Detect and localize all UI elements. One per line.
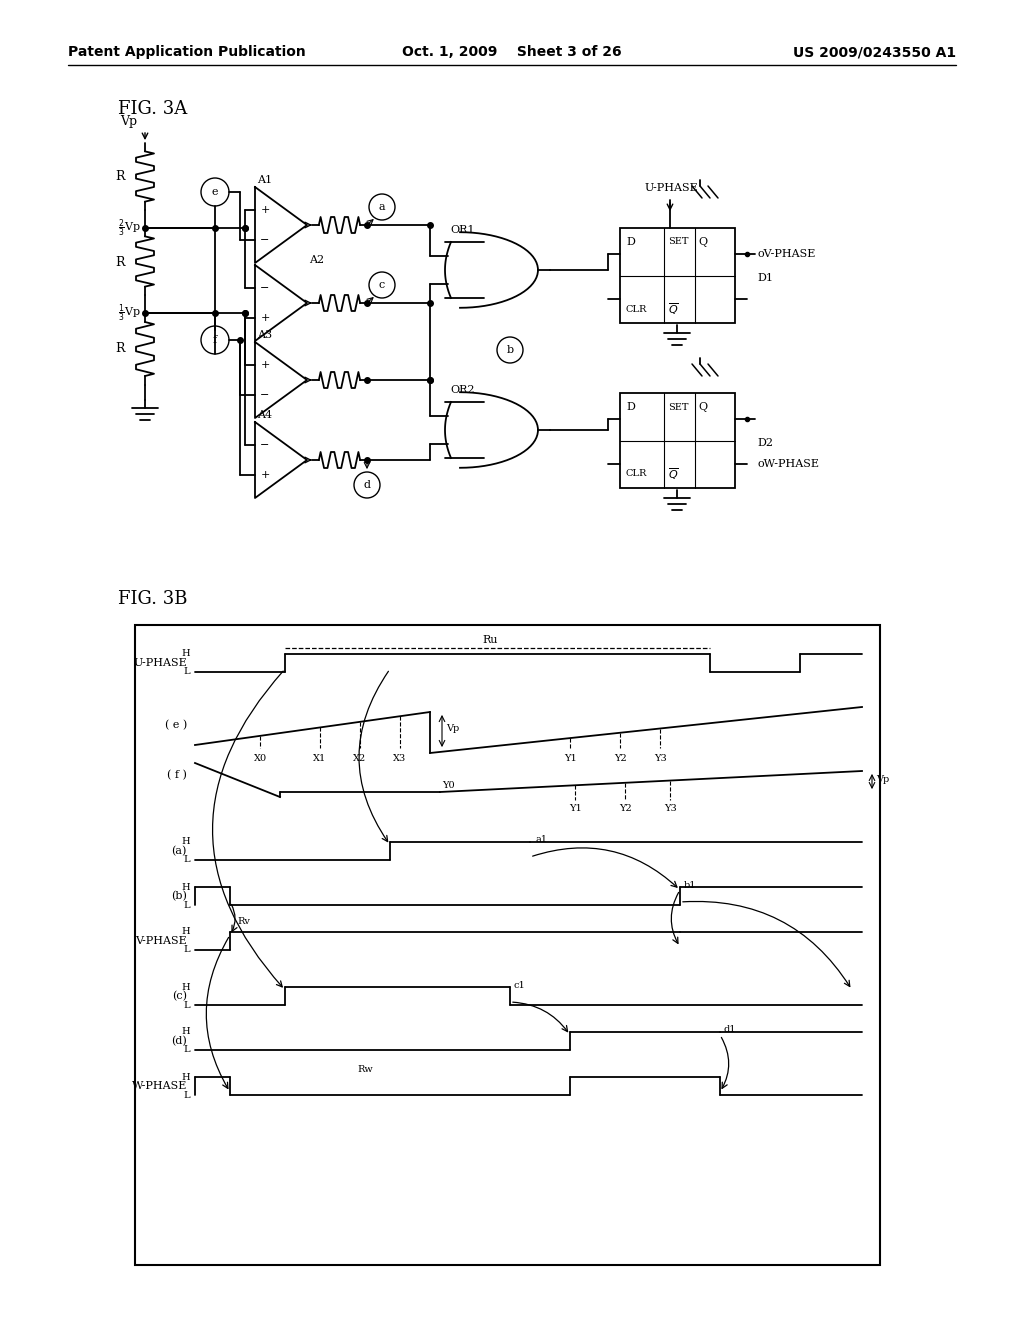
Text: Vp: Vp xyxy=(120,116,137,128)
Text: −: − xyxy=(260,440,269,450)
Text: +: + xyxy=(260,470,269,480)
Text: A4: A4 xyxy=(257,411,272,420)
Text: Y3: Y3 xyxy=(653,754,667,763)
Text: −: − xyxy=(260,282,269,293)
Text: L: L xyxy=(183,1001,190,1010)
Text: U-PHASE: U-PHASE xyxy=(645,183,698,193)
Text: X0: X0 xyxy=(253,754,266,763)
Text: Oct. 1, 2009    Sheet 3 of 26: Oct. 1, 2009 Sheet 3 of 26 xyxy=(402,45,622,59)
Text: a1: a1 xyxy=(535,836,547,845)
Text: e: e xyxy=(212,187,218,197)
Text: SET: SET xyxy=(668,403,688,412)
Text: SET: SET xyxy=(668,238,688,247)
Text: b1: b1 xyxy=(684,880,696,890)
Text: FIG. 3B: FIG. 3B xyxy=(118,590,187,609)
Text: U-PHASE: U-PHASE xyxy=(133,657,187,668)
Text: X2: X2 xyxy=(353,754,367,763)
Text: $\overline{Q}$: $\overline{Q}$ xyxy=(668,301,679,317)
Text: R: R xyxy=(116,342,125,355)
Text: Y0: Y0 xyxy=(442,781,455,791)
Text: D1: D1 xyxy=(757,273,773,284)
Text: H: H xyxy=(181,1027,190,1036)
Text: CLR: CLR xyxy=(626,305,647,314)
Text: a: a xyxy=(379,202,385,213)
Text: Rw: Rw xyxy=(357,1064,373,1073)
Text: Rv: Rv xyxy=(237,917,250,927)
Text: ( e ): ( e ) xyxy=(165,719,187,730)
Text: Patent Application Publication: Patent Application Publication xyxy=(68,45,306,59)
Text: c: c xyxy=(379,280,385,290)
Text: L: L xyxy=(183,1045,190,1055)
Text: Y3: Y3 xyxy=(664,804,677,813)
Text: H: H xyxy=(181,982,190,991)
Text: +: + xyxy=(260,205,269,215)
Text: X3: X3 xyxy=(393,754,407,763)
Text: −: − xyxy=(260,389,269,400)
Text: f: f xyxy=(213,335,217,345)
Text: H: H xyxy=(181,649,190,659)
Text: OR1: OR1 xyxy=(451,224,475,235)
Text: V-PHASE: V-PHASE xyxy=(135,936,187,946)
Text: A2: A2 xyxy=(309,255,325,265)
Bar xyxy=(135,624,880,1265)
Text: H: H xyxy=(181,928,190,936)
Text: $\overline{Q}$: $\overline{Q}$ xyxy=(668,466,679,482)
Text: L: L xyxy=(183,945,190,954)
Text: US 2009/0243550 A1: US 2009/0243550 A1 xyxy=(793,45,956,59)
Text: FIG. 3A: FIG. 3A xyxy=(118,100,187,117)
Text: A3: A3 xyxy=(257,330,272,341)
Text: Vp: Vp xyxy=(446,723,459,733)
Text: Vp: Vp xyxy=(876,776,889,784)
Text: Q: Q xyxy=(698,238,708,247)
Text: ( f ): ( f ) xyxy=(167,770,187,780)
Text: c1: c1 xyxy=(514,981,525,990)
Text: D: D xyxy=(626,238,635,247)
Text: $\frac{2}{3}$Vp: $\frac{2}{3}$Vp xyxy=(118,218,141,239)
Text: CLR: CLR xyxy=(626,470,647,479)
Text: W-PHASE: W-PHASE xyxy=(132,1081,187,1092)
Text: D: D xyxy=(626,403,635,412)
Text: L: L xyxy=(183,900,190,909)
Text: D2: D2 xyxy=(757,438,773,449)
Text: H: H xyxy=(181,883,190,891)
Text: (c): (c) xyxy=(172,991,187,1001)
Text: Y1: Y1 xyxy=(568,804,582,813)
Text: Ru: Ru xyxy=(482,635,498,645)
Text: d: d xyxy=(364,480,371,490)
Text: d1: d1 xyxy=(724,1026,736,1035)
Bar xyxy=(620,393,735,488)
Bar xyxy=(620,228,735,323)
Text: b: b xyxy=(507,345,514,355)
Text: OR2: OR2 xyxy=(451,385,475,395)
Text: H: H xyxy=(181,837,190,846)
Text: H: H xyxy=(181,1072,190,1081)
Text: Y2: Y2 xyxy=(618,804,632,813)
Text: +: + xyxy=(260,360,269,370)
Text: (b): (b) xyxy=(171,891,187,902)
Text: +: + xyxy=(260,313,269,323)
Text: Y2: Y2 xyxy=(613,754,627,763)
Text: X1: X1 xyxy=(313,754,327,763)
Text: Y1: Y1 xyxy=(563,754,577,763)
Text: (d): (d) xyxy=(171,1036,187,1047)
Text: R: R xyxy=(116,256,125,268)
Text: L: L xyxy=(183,855,190,865)
Text: oV-PHASE: oV-PHASE xyxy=(757,248,815,259)
Text: −: − xyxy=(260,235,269,246)
Text: (a): (a) xyxy=(172,846,187,857)
Text: oW-PHASE: oW-PHASE xyxy=(757,459,819,469)
Text: L: L xyxy=(183,668,190,676)
Text: A1: A1 xyxy=(257,176,272,185)
Text: Q: Q xyxy=(698,403,708,412)
Text: R: R xyxy=(116,170,125,183)
Text: L: L xyxy=(183,1090,190,1100)
Text: $\frac{1}{3}$Vp: $\frac{1}{3}$Vp xyxy=(118,302,141,323)
